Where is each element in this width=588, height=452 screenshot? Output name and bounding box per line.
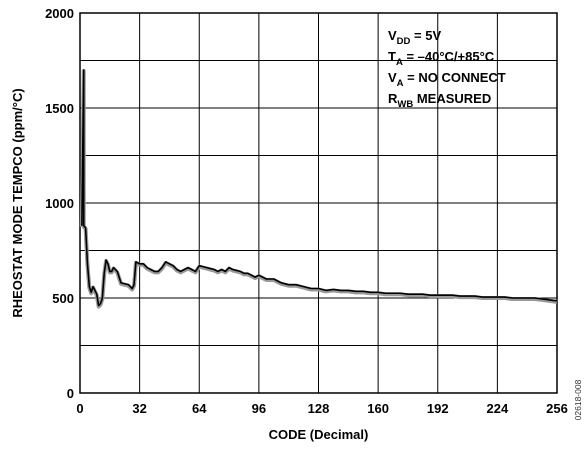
x-tick-label: 96 xyxy=(252,401,266,416)
annotation-line: VDD = 5V xyxy=(388,28,441,47)
x-axis-title: CODE (Decimal) xyxy=(269,427,369,442)
x-tick-label: 128 xyxy=(308,401,330,416)
annotation-text: = NO CONNECT xyxy=(404,70,506,85)
x-tick-label: 32 xyxy=(132,401,146,416)
series-line xyxy=(81,69,558,307)
annotation-subscript: DD xyxy=(397,36,411,47)
annotation-symbol: V xyxy=(388,28,397,43)
x-tick-label: 256 xyxy=(546,401,568,416)
y-tick-label: 1000 xyxy=(45,196,74,211)
y-tick-label: 2000 xyxy=(45,6,74,21)
figure-id: 02618-008 xyxy=(573,379,583,420)
annotation-text: = 5V xyxy=(410,28,441,43)
annotation-subscript: WB xyxy=(397,99,413,110)
x-tick-label: 224 xyxy=(487,401,509,416)
annotation-line: RWB MEASURED xyxy=(388,91,491,110)
annotation-line: VA = NO CONNECT xyxy=(388,70,506,89)
plot-frame xyxy=(79,12,558,394)
x-tick-label: 0 xyxy=(76,401,83,416)
y-tick-label: 0 xyxy=(67,386,74,401)
annotation-symbol: V xyxy=(388,70,397,85)
x-tick-label: 192 xyxy=(427,401,449,416)
annotation-line: TA = –40°C/+85°C xyxy=(388,49,495,68)
series-shadow-line xyxy=(79,69,558,309)
annotation-text: = –40°C/+85°C xyxy=(403,49,495,64)
annotation-symbol: R xyxy=(388,91,398,106)
x-tick-label: 160 xyxy=(367,401,389,416)
y-axis-title: RHEOSTAT MODE TEMPCO (ppm/°C) xyxy=(10,88,25,317)
x-tick-label: 64 xyxy=(192,401,207,416)
y-tick-label: 500 xyxy=(52,291,74,306)
annotation-subscript: A xyxy=(397,78,404,89)
annotation-text: MEASURED xyxy=(413,91,491,106)
y-tick-label: 1500 xyxy=(45,101,74,116)
annotation-subscript: A xyxy=(396,57,403,68)
annotation-symbol: T xyxy=(388,49,396,64)
